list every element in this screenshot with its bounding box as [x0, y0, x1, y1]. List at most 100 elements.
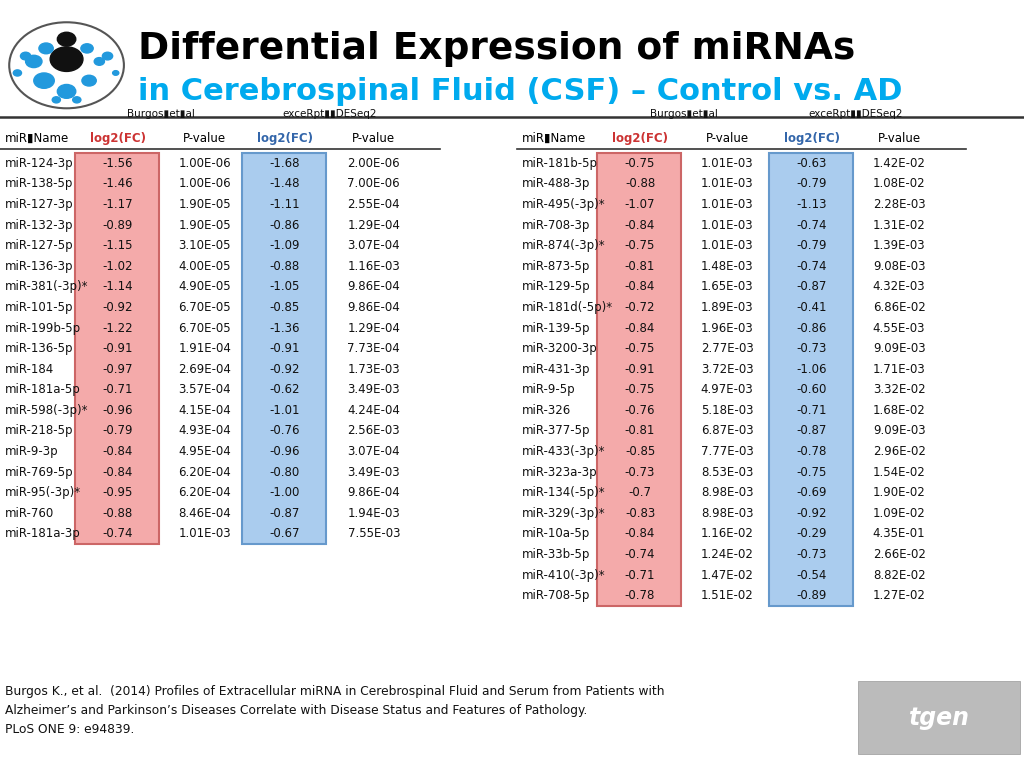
Text: -0.92: -0.92: [269, 362, 300, 376]
Text: miR-101-5p: miR-101-5p: [5, 301, 74, 314]
Text: -0.41: -0.41: [797, 301, 827, 314]
Text: 4.15E-04: 4.15E-04: [178, 404, 231, 417]
Text: miR-769-5p: miR-769-5p: [5, 465, 74, 478]
Text: -0.91: -0.91: [625, 362, 655, 376]
Text: miR-181a-3p: miR-181a-3p: [5, 528, 81, 541]
Text: miR-488-3p: miR-488-3p: [522, 177, 591, 190]
Text: 1.01E-03: 1.01E-03: [700, 239, 754, 252]
Text: miR-132-3p: miR-132-3p: [5, 219, 74, 232]
Text: miR-873-5p: miR-873-5p: [522, 260, 591, 273]
Text: -0.76: -0.76: [625, 404, 655, 417]
FancyBboxPatch shape: [242, 153, 326, 545]
Text: 7.73E-04: 7.73E-04: [347, 342, 400, 355]
Text: log2(FC): log2(FC): [784, 132, 840, 145]
Text: 1.27E-02: 1.27E-02: [872, 589, 926, 602]
Text: 1.00E-06: 1.00E-06: [178, 177, 231, 190]
Text: -0.79: -0.79: [102, 425, 133, 438]
Text: 1.47E-02: 1.47E-02: [700, 568, 754, 581]
Text: -0.88: -0.88: [102, 507, 133, 520]
Text: -0.81: -0.81: [625, 425, 655, 438]
Text: -1.13: -1.13: [797, 198, 827, 211]
Text: 9.09E-03: 9.09E-03: [872, 425, 926, 438]
Text: miR-127-3p: miR-127-3p: [5, 198, 74, 211]
Text: 8.98E-03: 8.98E-03: [700, 507, 754, 520]
Text: 1.29E-04: 1.29E-04: [347, 322, 400, 335]
Text: miR-199b-5p: miR-199b-5p: [5, 322, 81, 335]
Text: 1.51E-02: 1.51E-02: [700, 589, 754, 602]
Text: miR-136-3p: miR-136-3p: [5, 260, 74, 273]
Text: miR-138-5p: miR-138-5p: [5, 177, 74, 190]
Text: Differential Expression of miRNAs: Differential Expression of miRNAs: [138, 31, 855, 67]
Text: exceRpt▮▮DESeq2: exceRpt▮▮DESeq2: [808, 109, 903, 119]
Text: -1.02: -1.02: [102, 260, 133, 273]
Text: 2.28E-03: 2.28E-03: [872, 198, 926, 211]
Text: -0.84: -0.84: [625, 219, 655, 232]
Text: miR-708-5p: miR-708-5p: [522, 589, 591, 602]
Text: 6.87E-03: 6.87E-03: [700, 425, 754, 438]
Text: log2(FC): log2(FC): [612, 132, 668, 145]
Text: 7.77E-03: 7.77E-03: [700, 445, 754, 458]
Text: -0.88: -0.88: [625, 177, 655, 190]
Text: 6.86E-02: 6.86E-02: [872, 301, 926, 314]
Text: 1.16E-02: 1.16E-02: [700, 528, 754, 541]
Circle shape: [39, 43, 53, 54]
Text: miR-10a-5p: miR-10a-5p: [522, 528, 591, 541]
Text: 9.09E-03: 9.09E-03: [872, 342, 926, 355]
Text: miR-129-5p: miR-129-5p: [522, 280, 591, 293]
Text: -0.81: -0.81: [625, 260, 655, 273]
Text: 7.55E-03: 7.55E-03: [347, 528, 400, 541]
Circle shape: [57, 84, 76, 98]
Text: -0.84: -0.84: [625, 322, 655, 335]
Text: 3.07E-04: 3.07E-04: [347, 239, 400, 252]
Text: -0.80: -0.80: [269, 465, 300, 478]
Text: -1.48: -1.48: [269, 177, 300, 190]
Text: 1.39E-03: 1.39E-03: [872, 239, 926, 252]
Text: miR-433(-3p)*: miR-433(-3p)*: [522, 445, 606, 458]
Text: miR-708-3p: miR-708-3p: [522, 219, 591, 232]
Text: 1.90E-05: 1.90E-05: [178, 198, 231, 211]
Text: -0.71: -0.71: [102, 383, 133, 396]
Circle shape: [102, 52, 113, 60]
Text: 1.01E-03: 1.01E-03: [178, 528, 231, 541]
Text: -0.67: -0.67: [269, 528, 300, 541]
Text: 2.96E-02: 2.96E-02: [872, 445, 926, 458]
Text: 2.56E-03: 2.56E-03: [347, 425, 400, 438]
Text: miR-874(-3p)*: miR-874(-3p)*: [522, 239, 606, 252]
Text: 8.98E-03: 8.98E-03: [700, 486, 754, 499]
Text: 2.55E-04: 2.55E-04: [347, 198, 400, 211]
Text: 4.00E-05: 4.00E-05: [178, 260, 231, 273]
Text: -1.06: -1.06: [797, 362, 827, 376]
Text: exceRpt▮▮DESeq2: exceRpt▮▮DESeq2: [282, 109, 377, 119]
Text: miR-181b-5p: miR-181b-5p: [522, 157, 598, 170]
Text: miR-184: miR-184: [5, 362, 54, 376]
Text: -0.91: -0.91: [102, 342, 133, 355]
Text: miR-124-3p: miR-124-3p: [5, 157, 74, 170]
Text: miR-329(-3p)*: miR-329(-3p)*: [522, 507, 606, 520]
Circle shape: [26, 55, 42, 68]
Text: miR-3200-3p: miR-3200-3p: [522, 342, 598, 355]
Text: -0.72: -0.72: [625, 301, 655, 314]
Text: -0.7: -0.7: [629, 486, 651, 499]
Text: -0.76: -0.76: [269, 425, 300, 438]
Text: 1.42E-02: 1.42E-02: [872, 157, 926, 170]
Text: -0.75: -0.75: [625, 239, 655, 252]
Text: -0.79: -0.79: [797, 177, 827, 190]
Text: Burgos▮et▮al: Burgos▮et▮al: [127, 109, 196, 119]
Text: 1.24E-02: 1.24E-02: [700, 548, 754, 561]
Text: -0.78: -0.78: [625, 589, 655, 602]
Circle shape: [20, 52, 31, 60]
Text: 1.16E-03: 1.16E-03: [347, 260, 400, 273]
Text: -0.54: -0.54: [797, 568, 827, 581]
Text: miR-139-5p: miR-139-5p: [522, 322, 591, 335]
Text: 8.82E-02: 8.82E-02: [872, 568, 926, 581]
Text: miR-95(-3p)*: miR-95(-3p)*: [5, 486, 81, 499]
Text: 4.55E-03: 4.55E-03: [872, 322, 926, 335]
Text: -1.09: -1.09: [269, 239, 300, 252]
Text: -1.11: -1.11: [269, 198, 300, 211]
Text: Burgos K., et al.  (2014) Profiles of Extracellular miRNA in Cerebrospinal Fluid: Burgos K., et al. (2014) Profiles of Ext…: [5, 685, 665, 736]
Text: miR-495(-3p)*: miR-495(-3p)*: [522, 198, 606, 211]
Text: 1.01E-03: 1.01E-03: [700, 177, 754, 190]
Text: 3.10E-05: 3.10E-05: [178, 239, 231, 252]
Text: 1.31E-02: 1.31E-02: [872, 219, 926, 232]
Text: -1.07: -1.07: [625, 198, 655, 211]
